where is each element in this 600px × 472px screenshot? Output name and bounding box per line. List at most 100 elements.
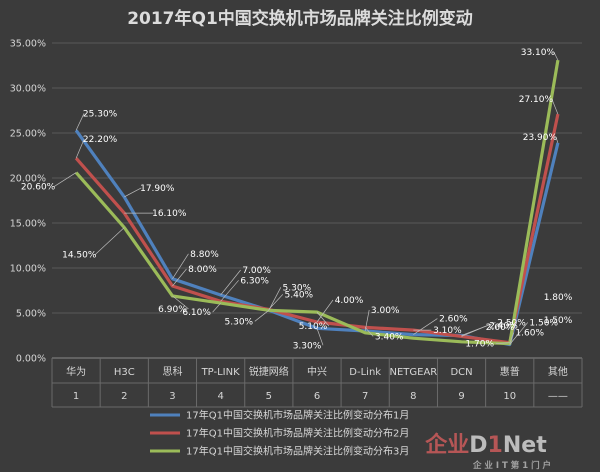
data-label: 7.00% bbox=[242, 266, 271, 276]
data-label-leader bbox=[551, 98, 559, 115]
data-label: 2.60% bbox=[486, 323, 515, 333]
data-label: 2.60% bbox=[439, 315, 468, 325]
data-label-leader bbox=[172, 268, 187, 287]
data-label: 3.40% bbox=[375, 332, 404, 342]
data-label: 1.80% bbox=[544, 293, 573, 303]
data-label: 14.50% bbox=[62, 251, 97, 261]
data-label-leader bbox=[172, 295, 189, 310]
x-tick-index: 5 bbox=[266, 391, 272, 402]
data-label: 5.30% bbox=[225, 317, 254, 327]
data-label-leader bbox=[75, 139, 85, 159]
x-tick-label: NETGEAR bbox=[389, 367, 437, 378]
x-tick-label: 华为 bbox=[66, 365, 86, 378]
data-label: 2.50% bbox=[497, 319, 526, 329]
watermark-logo: 企业D1Net 企 业 I T 第 1 门 户 bbox=[424, 432, 551, 471]
y-tick-label: 5.00% bbox=[16, 309, 46, 320]
y-tick-label: 25.00% bbox=[10, 129, 46, 140]
data-label-leader bbox=[555, 136, 559, 144]
data-label-leader bbox=[461, 325, 488, 337]
data-label-leader bbox=[95, 227, 125, 255]
data-label: 1.60% bbox=[515, 329, 544, 339]
data-label: 33.10% bbox=[521, 48, 556, 58]
data-label: 1.70% bbox=[465, 340, 494, 350]
data-label-leader bbox=[509, 332, 515, 344]
data-label-leader bbox=[413, 318, 438, 335]
data-label-leader bbox=[364, 327, 374, 337]
data-label-leader bbox=[495, 342, 510, 345]
legend-label: 17年Q1中国交换机市场品牌关注比例变动分布1月 bbox=[186, 409, 409, 422]
x-tick-label: 其他 bbox=[548, 365, 568, 378]
data-label-leader bbox=[316, 328, 324, 346]
data-label-leader bbox=[509, 322, 528, 345]
data-label: 6.90% bbox=[158, 305, 187, 315]
data-label-leader bbox=[212, 302, 221, 313]
x-tick-label: 惠普 bbox=[500, 365, 520, 378]
x-tick-index: 2 bbox=[121, 391, 127, 402]
y-tick-label: 0.00% bbox=[16, 354, 46, 365]
x-tick-index: 6 bbox=[314, 391, 320, 402]
watermark-subtext: 企 业 I T 第 1 门 户 bbox=[472, 460, 551, 471]
y-tick-label: 30.00% bbox=[10, 84, 46, 95]
data-label-leader bbox=[316, 299, 334, 323]
x-tick-index: 8 bbox=[410, 391, 416, 402]
data-label: 1.50% bbox=[544, 316, 573, 326]
legend: 17年Q1中国交换机市场品牌关注比例变动分布1月 17年Q1中国交换机市场品牌关注… bbox=[150, 409, 409, 458]
data-label: 1.50% bbox=[529, 319, 558, 329]
x-tick-label: 锐捷网络 bbox=[249, 365, 289, 378]
data-label: 16.10% bbox=[152, 209, 187, 219]
data-label-leader bbox=[124, 187, 142, 198]
data-label: 17.90% bbox=[140, 184, 175, 194]
legend-label: 17年Q1中国交换机市场品牌关注比例变动分布2月 bbox=[186, 427, 409, 440]
data-label: 25.30% bbox=[83, 109, 118, 119]
data-label: 3.30% bbox=[293, 341, 322, 351]
x-tick-label: H3C bbox=[114, 367, 135, 378]
data-label-leader bbox=[553, 51, 559, 61]
data-label: 2.40% bbox=[489, 321, 518, 331]
y-tick-label: 10.00% bbox=[10, 264, 46, 275]
data-label-leader bbox=[316, 311, 330, 327]
x-tick-label: D-Link bbox=[349, 367, 381, 378]
x-tick-index: 9 bbox=[458, 391, 464, 402]
y-tick-label: 20.00% bbox=[10, 174, 46, 185]
chart-title: 2017年Q1中国交换机市场品牌关注比例变动 bbox=[127, 8, 473, 29]
x-tick-index: —— bbox=[548, 391, 568, 402]
data-label-leader bbox=[172, 253, 189, 279]
watermark-logo-text: 企业D1Net bbox=[424, 432, 547, 458]
legend-label: 17年Q1中国交换机市场品牌关注比例变动分布3月 bbox=[186, 445, 409, 458]
data-label-leader bbox=[75, 113, 85, 131]
x-tick-label: TP-LINK bbox=[201, 367, 241, 378]
data-label: 5.30% bbox=[283, 283, 312, 293]
x-axis: 华为 1 H3C 2 思科 3 TP-LINK 4 锐捷网络 5 中兴 6 D-Link 7 NETGEAR… bbox=[51, 357, 583, 408]
x-tick-index: 4 bbox=[217, 391, 223, 402]
data-label-leader bbox=[53, 172, 77, 187]
data-label: 5.40% bbox=[285, 290, 314, 300]
series-line-3 bbox=[74, 59, 560, 346]
data-label: 8.80% bbox=[190, 250, 219, 260]
data-label-leader bbox=[254, 310, 270, 322]
data-labels: 25.30% 17.90% 8.80% 7.00% 5.30% 3.30% 3.00% 2.6… bbox=[21, 48, 573, 351]
x-tick-index: 10 bbox=[503, 391, 516, 402]
data-label-leader bbox=[220, 280, 239, 302]
x-tick-label: 思科 bbox=[162, 365, 182, 378]
data-label-leader bbox=[268, 287, 282, 311]
data-label: 22.20% bbox=[83, 135, 118, 145]
data-label: 23.90% bbox=[523, 133, 558, 143]
data-label: 8.00% bbox=[188, 265, 217, 275]
data-label: 20.60% bbox=[21, 183, 56, 193]
data-label-leader bbox=[268, 294, 284, 310]
data-label: 3.00% bbox=[371, 306, 400, 316]
x-tick-index: 7 bbox=[362, 391, 368, 402]
series-line-2 bbox=[74, 113, 560, 345]
x-tick-index: 3 bbox=[169, 391, 175, 402]
data-label: 6.30% bbox=[240, 276, 269, 286]
data-label: 4.00% bbox=[335, 296, 364, 306]
data-label-leader bbox=[364, 309, 370, 332]
y-tick-label: 15.00% bbox=[10, 219, 46, 230]
y-tick-label: 35.00% bbox=[10, 39, 46, 50]
data-label: 5.10% bbox=[299, 322, 328, 332]
data-label: 27.10% bbox=[519, 95, 554, 105]
x-tick-label: DCN bbox=[450, 367, 472, 378]
x-tick-label: 中兴 bbox=[307, 365, 327, 378]
data-label-leader bbox=[220, 269, 241, 296]
